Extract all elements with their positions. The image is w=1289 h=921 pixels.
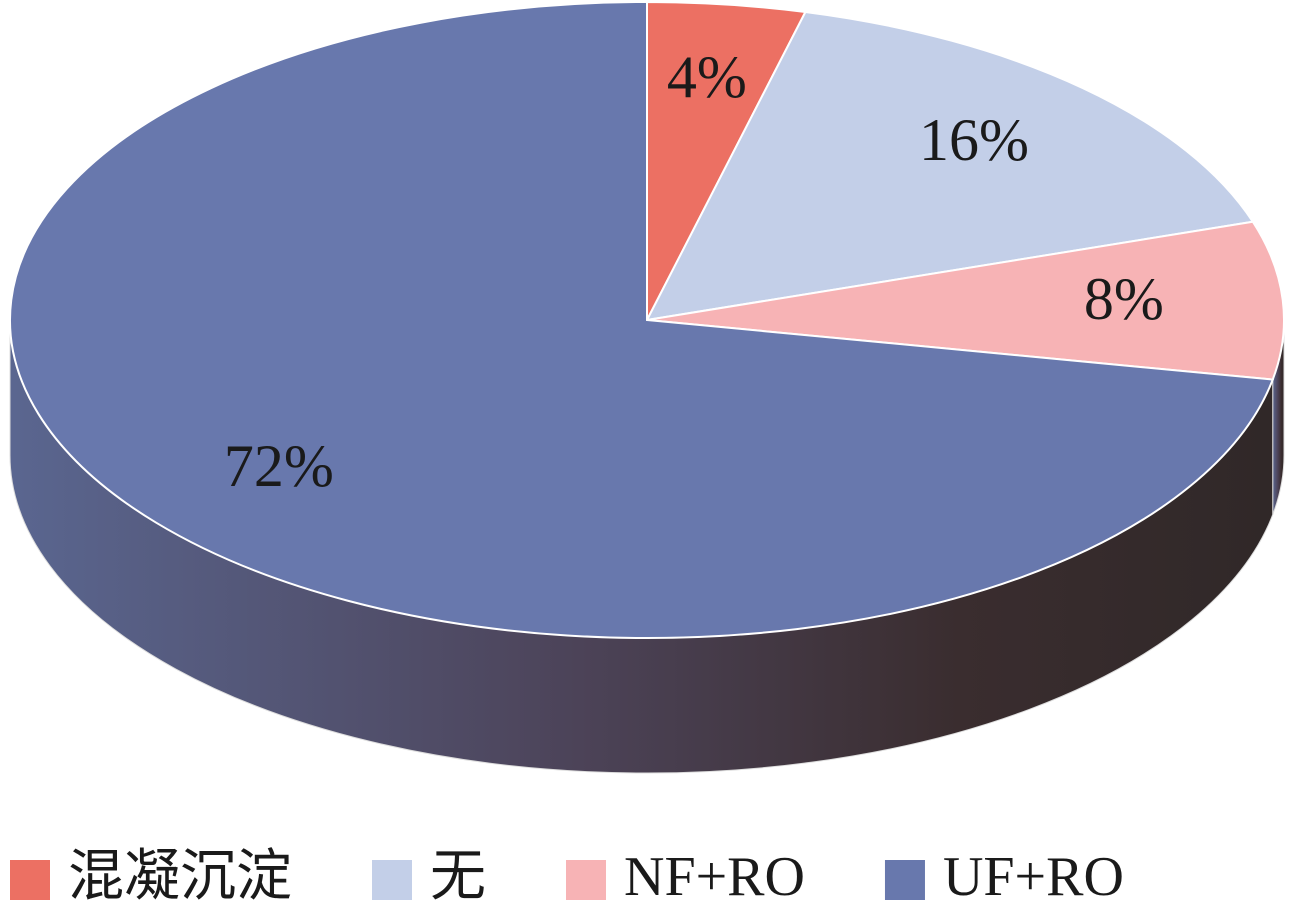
data-label: 16% [919,107,1029,173]
slice [646,220,1286,381]
legend-label: 无 [430,846,486,908]
legend-label: NF+RO [624,846,805,908]
data-label: 4% [667,44,747,110]
data-labels: 4% 16% 8% 72% [224,44,1164,499]
legend-swatch [884,860,925,900]
slice [645,10,1255,322]
data-label: 8% [1084,266,1164,332]
legend: 混凝沉淀 无 NF+RO UF+RO [10,846,1124,908]
legend-swatch [372,860,412,900]
legend-label: UF+RO [943,846,1124,908]
data-label: 72% [224,433,334,499]
slice [9,0,1275,639]
pie-tops [9,0,1286,639]
legend-swatch [10,860,50,900]
legend-swatch [566,860,606,900]
legend-label: 混凝沉淀 [68,846,292,908]
